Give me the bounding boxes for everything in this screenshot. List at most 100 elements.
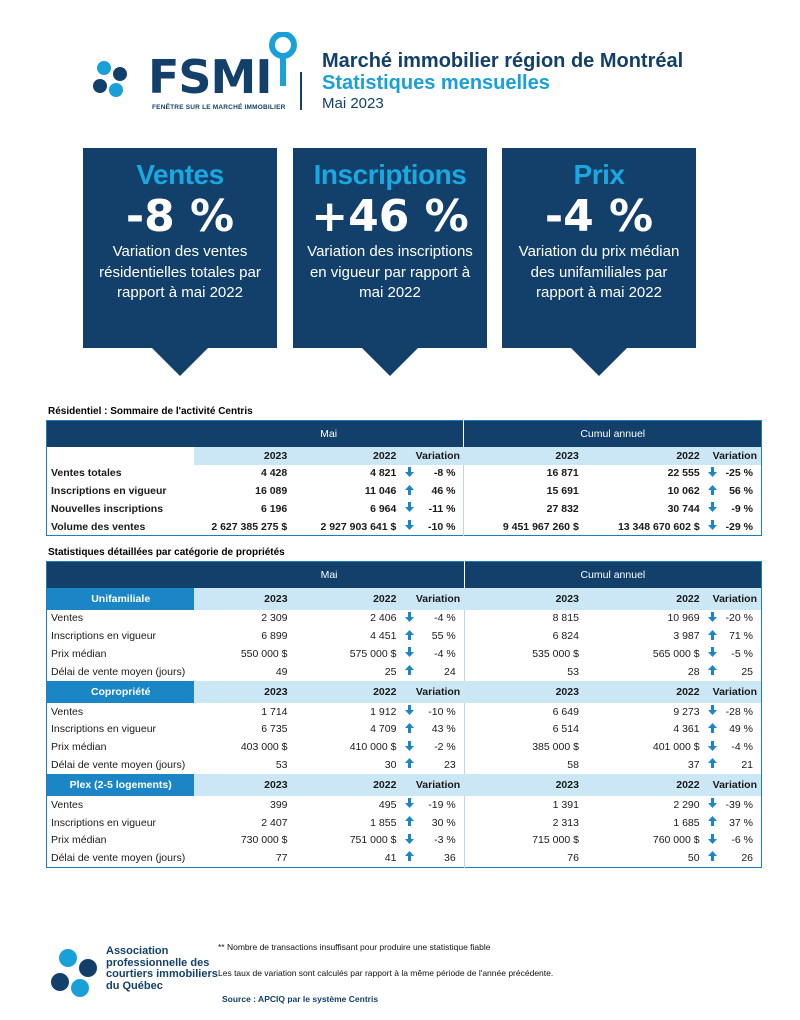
ytd-trend <box>704 831 722 849</box>
month-variation: -19 % <box>428 798 456 811</box>
stat-card-prix: Prix -4 % Variation du prix médian des u… <box>502 148 696 376</box>
month-previous-value: 41 <box>384 851 397 864</box>
ytd-trend <box>704 482 722 500</box>
ytd-trend <box>704 645 722 663</box>
arrow-down-icon <box>708 502 718 513</box>
ytd-current-value: 535 000 $ <box>463 645 583 663</box>
ytd-previous-value: 13 348 670 602 $ <box>617 520 700 533</box>
fsmi-pinwheel-icon <box>93 61 127 97</box>
year-previous: 2022 <box>582 680 704 703</box>
arrow-down-icon <box>404 502 414 513</box>
header-divider <box>300 72 302 110</box>
row-label: Ventes <box>51 798 84 811</box>
blank-cell <box>46 420 194 447</box>
ytd-current-value: 76 <box>463 849 583 868</box>
month-previous-value: 30 <box>384 758 397 771</box>
month-variation: -4 % <box>434 647 456 660</box>
location-pin-icon <box>269 32 297 86</box>
category-header-row: Copropriété 2023 2022 Variation 2023 2022 Vari… <box>46 680 762 703</box>
ytd-trend <box>704 627 722 645</box>
fsmi-tagline: FENÊTRE SUR LE MARCHÉ IMMOBILIER <box>152 104 286 111</box>
arrow-up-icon <box>708 851 718 862</box>
month-trend <box>400 831 418 849</box>
ytd-current-value: 9 451 967 260 $ <box>463 517 583 536</box>
group-month: Mai <box>193 420 464 447</box>
month-current-value: 730 000 $ <box>240 834 288 847</box>
month-trend <box>400 482 418 500</box>
year-current: 2023 <box>464 680 583 703</box>
card-title: Prix <box>573 159 625 190</box>
card-description: Variation des ventes résidentielles tota… <box>99 243 261 301</box>
card-title: Ventes <box>136 159 224 190</box>
ytd-variation: -28 % <box>725 705 753 718</box>
arrow-down-icon <box>404 611 414 622</box>
ytd-variation: -4 % <box>731 741 753 754</box>
month-current-value: 399 <box>270 798 288 811</box>
variation-header: Variation <box>703 680 762 703</box>
month-trend <box>400 796 418 814</box>
ytd-trend <box>704 663 722 681</box>
ytd-variation: 37 % <box>729 816 753 829</box>
note-insufficient: ** Nombre de transactions insuffisant po… <box>218 942 491 952</box>
variation-header: Variation <box>703 446 762 465</box>
row-label: Ventes <box>51 705 84 718</box>
arrow-up-icon <box>404 758 414 769</box>
month-previous-value: 495 <box>378 798 397 811</box>
fsmi-logo: FSMI FENÊTRE SUR LE MARCHÉ IMMOBILIER <box>88 30 318 118</box>
ytd-current-value: 27 832 <box>463 500 583 518</box>
category-header-row: Unifamiliale 2023 2022 Variation 2023 2022 Var… <box>46 587 762 610</box>
month-previous-value: 1 912 <box>370 705 397 718</box>
year-previous: 2022 <box>291 773 401 796</box>
fsmi-wordmark: FSMI <box>148 50 272 104</box>
blank-cell <box>46 561 195 588</box>
ytd-variation: -9 % <box>731 502 753 515</box>
report-date: Mai 2023 <box>322 95 384 112</box>
ytd-current-value: 6 824 <box>463 627 583 646</box>
ytd-current-value: 53 <box>463 662 583 681</box>
month-variation: -10 % <box>428 520 456 533</box>
month-trend <box>400 756 418 774</box>
row-label: Volume des ventes <box>51 520 146 533</box>
page-title: Marché immobilier région de Montréal <box>322 50 684 72</box>
variation-header: Variation <box>703 773 762 796</box>
ytd-previous-value: 4 361 <box>673 723 700 736</box>
year-previous: 2022 <box>582 446 704 465</box>
variation-header: Variation <box>400 587 465 610</box>
card-description: Variation des inscriptions en vigueur pa… <box>307 243 473 301</box>
arrow-up-icon <box>404 851 414 862</box>
variation-header: Variation <box>400 446 464 465</box>
arrow-down-icon <box>708 705 718 716</box>
row-label: Ventes <box>51 612 84 625</box>
row-label: Délai de vente moyen (jours) <box>51 758 186 771</box>
month-variation: -10 % <box>428 705 456 718</box>
arrow-down-icon <box>708 611 718 622</box>
arrow-down-icon <box>404 647 414 658</box>
ytd-variation: -39 % <box>725 798 753 811</box>
ytd-current-value: 16 871 <box>463 464 583 483</box>
month-current-value: 49 <box>275 665 288 678</box>
arrow-up-icon <box>404 629 414 640</box>
row-label: Nouvelles inscriptions <box>51 502 164 515</box>
year-previous: 2022 <box>291 446 401 465</box>
arrow-up-icon <box>404 722 414 733</box>
year-previous: 2022 <box>291 680 401 703</box>
month-current-value: 6 196 <box>260 502 288 515</box>
card-value: -8 % <box>125 191 235 242</box>
ytd-current-value: 58 <box>463 756 583 774</box>
detail-table: Mai Cumul annuel Unifamiliale 2023 2022 Var… <box>46 561 762 868</box>
detail-group-header: Mai Cumul annuel <box>46 561 762 588</box>
arrow-up-icon <box>708 484 718 495</box>
row-label: Prix médian <box>51 741 107 754</box>
month-previous-value: 2 927 903 641 $ <box>320 520 397 533</box>
ytd-current-value: 15 691 <box>463 482 583 501</box>
page-subtitle: Statistiques mensuelles <box>322 72 550 94</box>
month-variation: 46 % <box>431 485 456 498</box>
ytd-variation: 71 % <box>729 630 753 643</box>
ytd-previous-value: 50 <box>687 851 700 864</box>
summary-year-header: 2023 2022 Variation 2023 2022 Variation <box>47 446 762 465</box>
ytd-previous-value: 9 273 <box>673 705 700 718</box>
card-title: Inscriptions <box>313 159 467 190</box>
ytd-previous-value: 22 555 <box>667 467 700 480</box>
row-label: Prix médian <box>51 834 107 847</box>
ytd-current-value: 385 000 $ <box>463 738 583 757</box>
